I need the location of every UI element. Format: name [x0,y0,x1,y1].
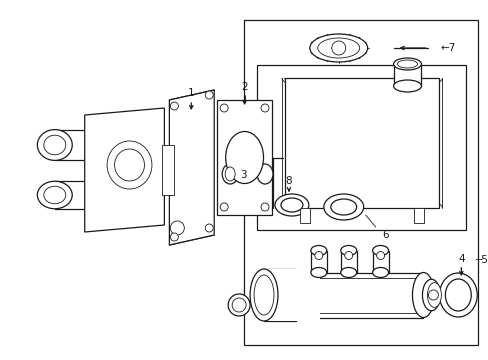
Ellipse shape [439,273,476,317]
Ellipse shape [222,164,238,184]
Circle shape [376,252,384,260]
Ellipse shape [317,38,359,58]
Bar [299,208,309,223]
Ellipse shape [224,167,235,181]
Bar [257,65,466,230]
Ellipse shape [44,186,65,204]
Ellipse shape [427,283,441,307]
Bar [217,100,271,215]
Ellipse shape [340,246,356,256]
Ellipse shape [37,130,72,161]
Ellipse shape [397,60,417,68]
Polygon shape [169,90,214,245]
Ellipse shape [310,267,326,278]
Bar [285,78,439,208]
Bar [393,64,421,86]
Ellipse shape [225,131,263,184]
Circle shape [170,221,184,235]
Bar [310,251,326,273]
Text: 1: 1 [187,88,194,98]
Bar [340,251,356,273]
Circle shape [427,290,438,300]
Text: ←7: ←7 [440,43,455,53]
Bar [293,273,423,318]
Ellipse shape [412,273,433,318]
Polygon shape [84,108,164,232]
Text: 6: 6 [382,230,388,240]
Ellipse shape [37,181,72,209]
Bar [244,20,477,345]
Circle shape [205,91,213,99]
Circle shape [170,102,178,110]
Ellipse shape [330,199,356,215]
Circle shape [331,41,345,55]
Ellipse shape [445,279,470,311]
Ellipse shape [283,273,304,318]
Circle shape [220,203,228,211]
Ellipse shape [372,246,388,256]
Text: 3: 3 [239,170,246,180]
Ellipse shape [422,279,440,311]
Ellipse shape [114,149,144,181]
Ellipse shape [249,269,277,321]
Bar [264,269,319,321]
Ellipse shape [309,34,367,62]
Ellipse shape [254,275,273,315]
Ellipse shape [228,294,249,316]
Ellipse shape [310,246,326,256]
Text: ─5: ─5 [474,255,487,265]
Ellipse shape [257,164,272,184]
Ellipse shape [281,198,302,212]
Ellipse shape [274,194,308,216]
Ellipse shape [372,267,388,278]
Circle shape [170,233,178,241]
Bar [414,208,424,223]
Ellipse shape [340,267,356,278]
Ellipse shape [44,135,65,155]
Circle shape [344,252,352,260]
Ellipse shape [323,194,363,220]
Circle shape [261,104,268,112]
Text: 8: 8 [285,176,292,186]
Ellipse shape [393,80,421,92]
Text: 4: 4 [457,254,464,264]
Ellipse shape [107,141,152,189]
Ellipse shape [393,58,421,70]
Bar [162,145,174,195]
Circle shape [205,224,213,232]
Ellipse shape [232,298,245,312]
Text: 2: 2 [241,82,247,92]
Circle shape [261,203,268,211]
Bar [372,251,388,273]
Circle shape [220,104,228,112]
Bar [230,164,264,184]
Circle shape [314,252,322,260]
